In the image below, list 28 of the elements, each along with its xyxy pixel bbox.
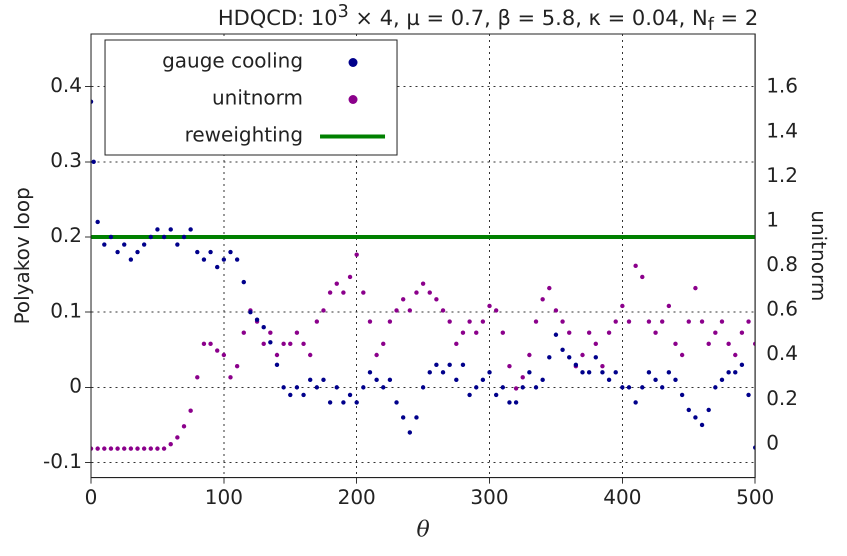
legend-label: reweighting (184, 122, 304, 147)
x-tick-label: 400 (603, 484, 642, 509)
x-tick-label: 100 (204, 484, 243, 509)
y-tick-label: 0.1 (50, 298, 82, 322)
y-axis-title: Polyakov loop (10, 187, 34, 324)
y2-axis-title: unitnorm (806, 210, 831, 302)
x-tick-label: 0 (84, 484, 98, 509)
legend-label: gauge cooling (162, 48, 304, 73)
y-tick-label: 0.2 (50, 223, 82, 248)
y2-tick-label: 0 (766, 430, 779, 454)
y-tick-label: 0.3 (50, 148, 82, 172)
y2-tick-label: 0.2 (766, 386, 798, 410)
y-tick-label: 0.4 (50, 72, 82, 97)
chart-title: HDQCD: 10$^{3}$ × 4, μ = 0.7, β = 5.8, κ = 0.04, N$_{f}$ = 2 (216, 2, 760, 36)
x-tick-label: 200 (338, 484, 376, 509)
y2-tick-label: 1.2 (766, 162, 798, 187)
x-tick-label: 300 (470, 484, 509, 509)
y2-tick-label: 0.6 (766, 296, 798, 321)
y2-tick-label: 0.8 (766, 252, 798, 276)
x-tick-label: 500 (736, 484, 774, 509)
y-tick-label: 0 (69, 374, 82, 398)
x-axis-title: θ (416, 518, 430, 543)
y2-tick-label: 0.4 (766, 341, 798, 366)
y2-tick-label: 1 (766, 207, 779, 232)
y-tick-label: -0.1 (42, 448, 82, 473)
y2-tick-label: 1.4 (766, 118, 798, 142)
y2-tick-label: 1.6 (766, 74, 798, 98)
legend-label: unitnorm (212, 86, 304, 110)
